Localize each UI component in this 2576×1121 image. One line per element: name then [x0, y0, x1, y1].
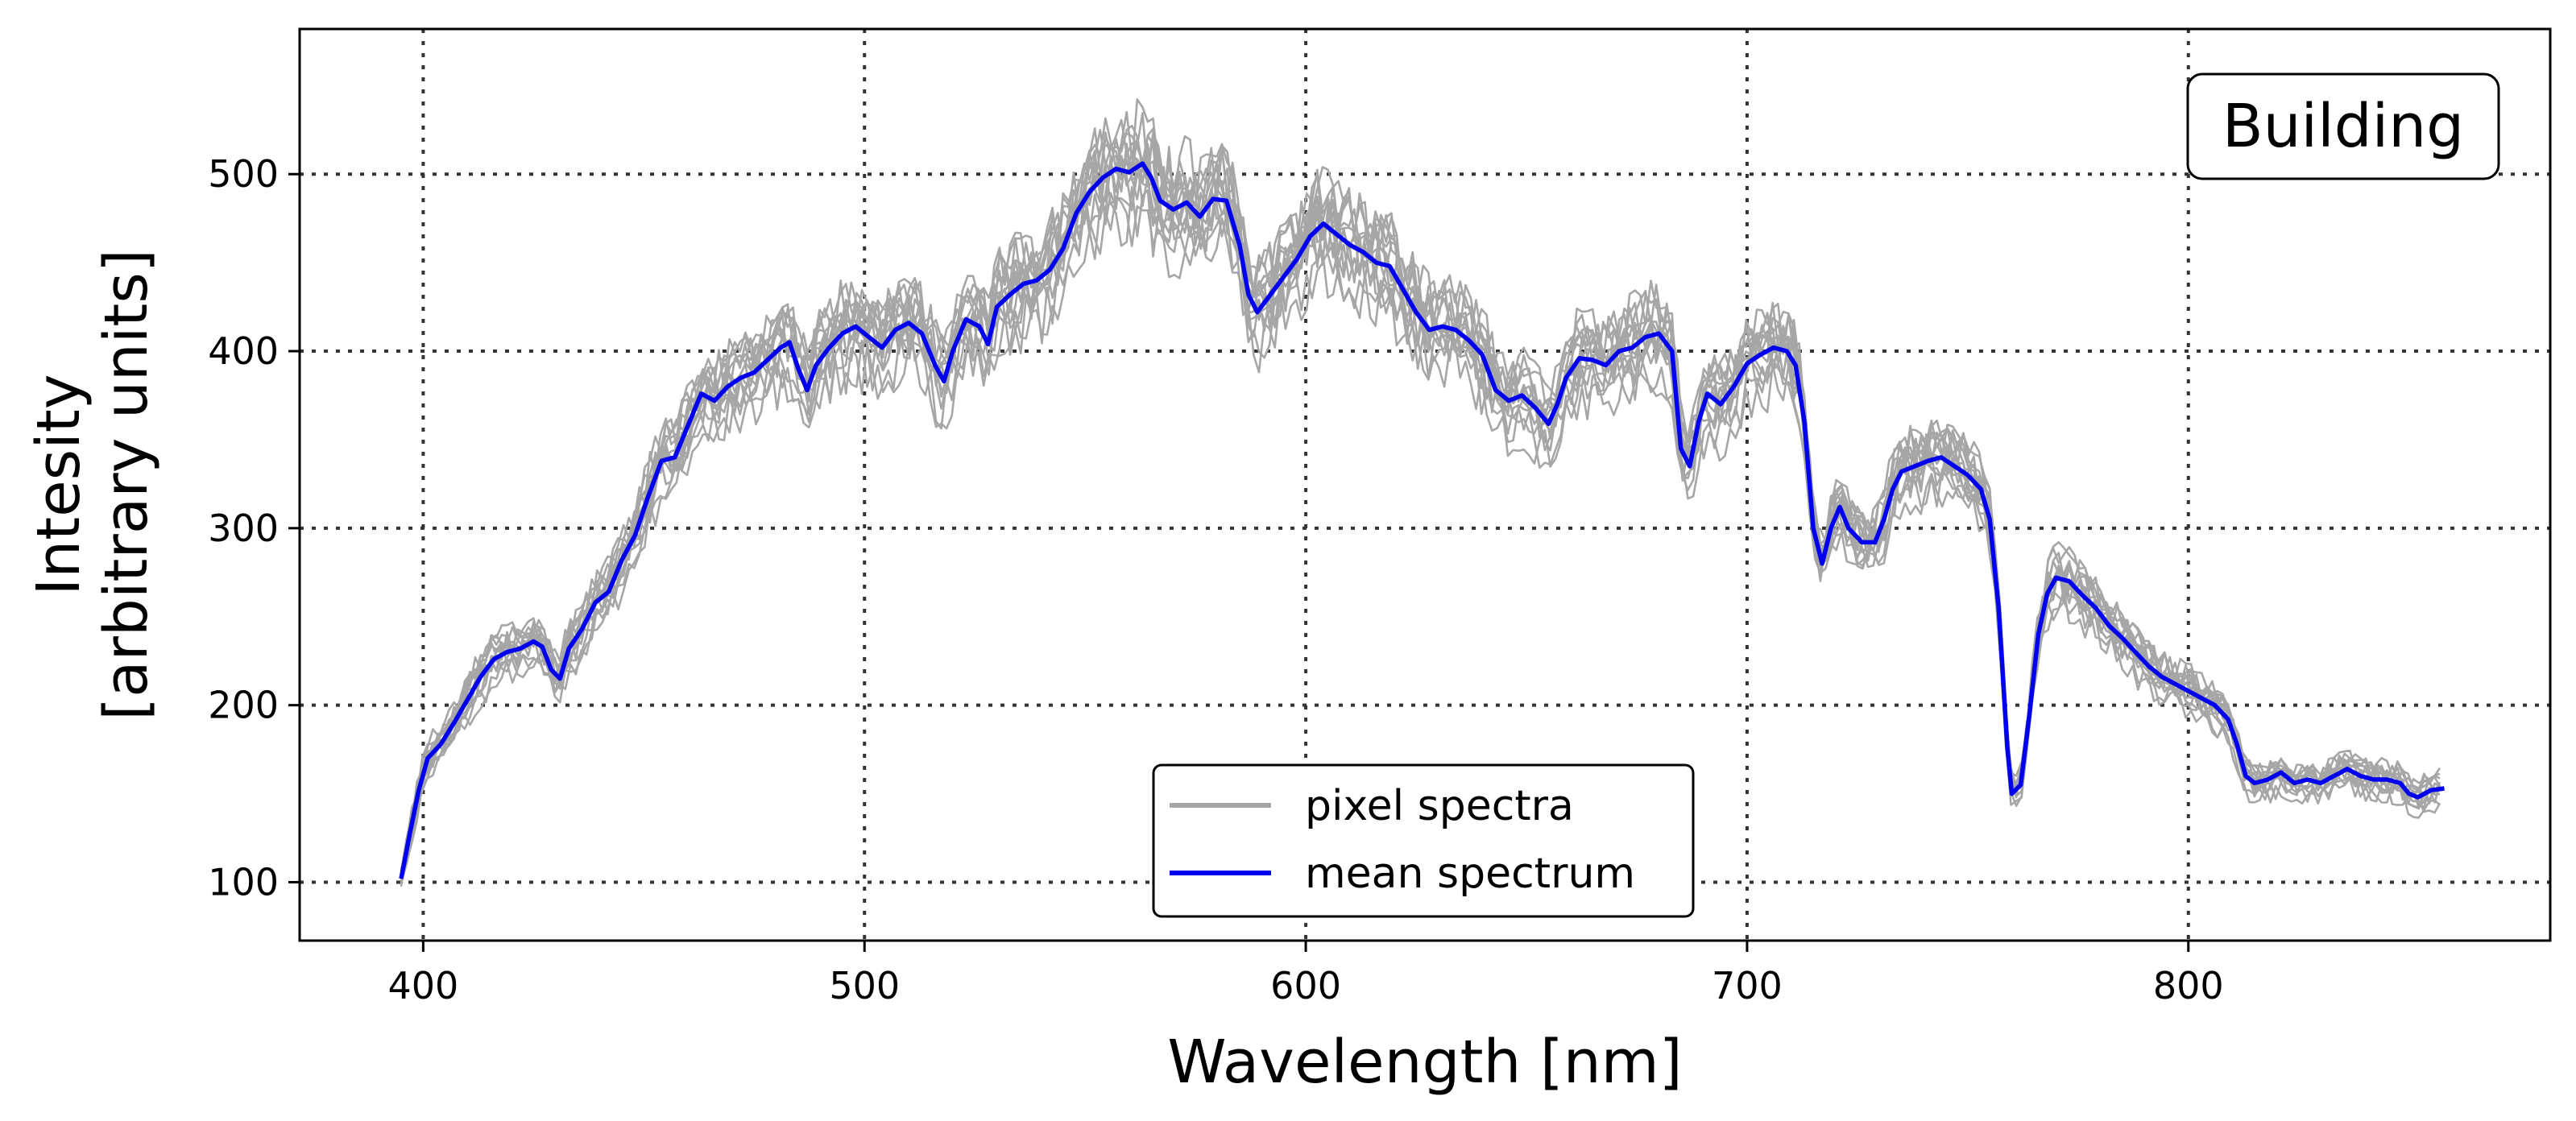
x-tick-label-700: 700	[1712, 964, 1783, 1007]
mean-spectrum-path	[399, 161, 2445, 879]
y-tick-label-400: 400	[208, 329, 279, 373]
annotation-frame	[2186, 72, 2500, 180]
y-tick-label-300: 300	[208, 507, 279, 550]
y-tick-label-200: 200	[208, 684, 279, 727]
pixel-spectrum-line	[400, 195, 2441, 883]
x-tick-label-500: 500	[829, 964, 900, 1007]
pixel-spectrum-line	[400, 112, 2441, 870]
x-tick-label-600: 600	[1270, 964, 1341, 1007]
pixel-spectrum-line	[400, 110, 2441, 871]
legend-label-mean-spectrum: mean spectrum	[1305, 850, 1635, 898]
pixel-spectrum-line	[400, 98, 2441, 872]
y-axis-title-line-1: Intesity	[24, 374, 93, 595]
legend-label-pixel-spectra: pixel spectra	[1305, 782, 1574, 830]
x-axis-title: Wavelength [nm]	[1167, 1028, 1682, 1097]
plot-frame	[298, 27, 2552, 942]
legend: pixel spectra mean spectrum	[1152, 763, 1695, 918]
annotation-label: Building	[2222, 92, 2464, 161]
y-axis-title-line-2: [arbitrary units]	[92, 249, 161, 721]
legend-frame	[1152, 763, 1695, 918]
y-tick-label-500: 500	[208, 152, 279, 196]
x-tick-label-400: 400	[387, 964, 458, 1007]
y-tick-label-100: 100	[208, 860, 279, 904]
axis-labels: 400 500 600 700 800 100 200 300 400 500	[208, 152, 2223, 1007]
x-tick-label-800: 800	[2153, 964, 2224, 1007]
pixel-spectrum-line	[400, 129, 2441, 875]
mean-spectrum-line	[399, 161, 2445, 879]
axis-ticks	[288, 172, 2190, 952]
grid-lines	[300, 29, 2550, 941]
y-axis-title: Intesity [arbitrary units]	[24, 249, 161, 721]
annotation-box: Building	[2186, 72, 2500, 180]
